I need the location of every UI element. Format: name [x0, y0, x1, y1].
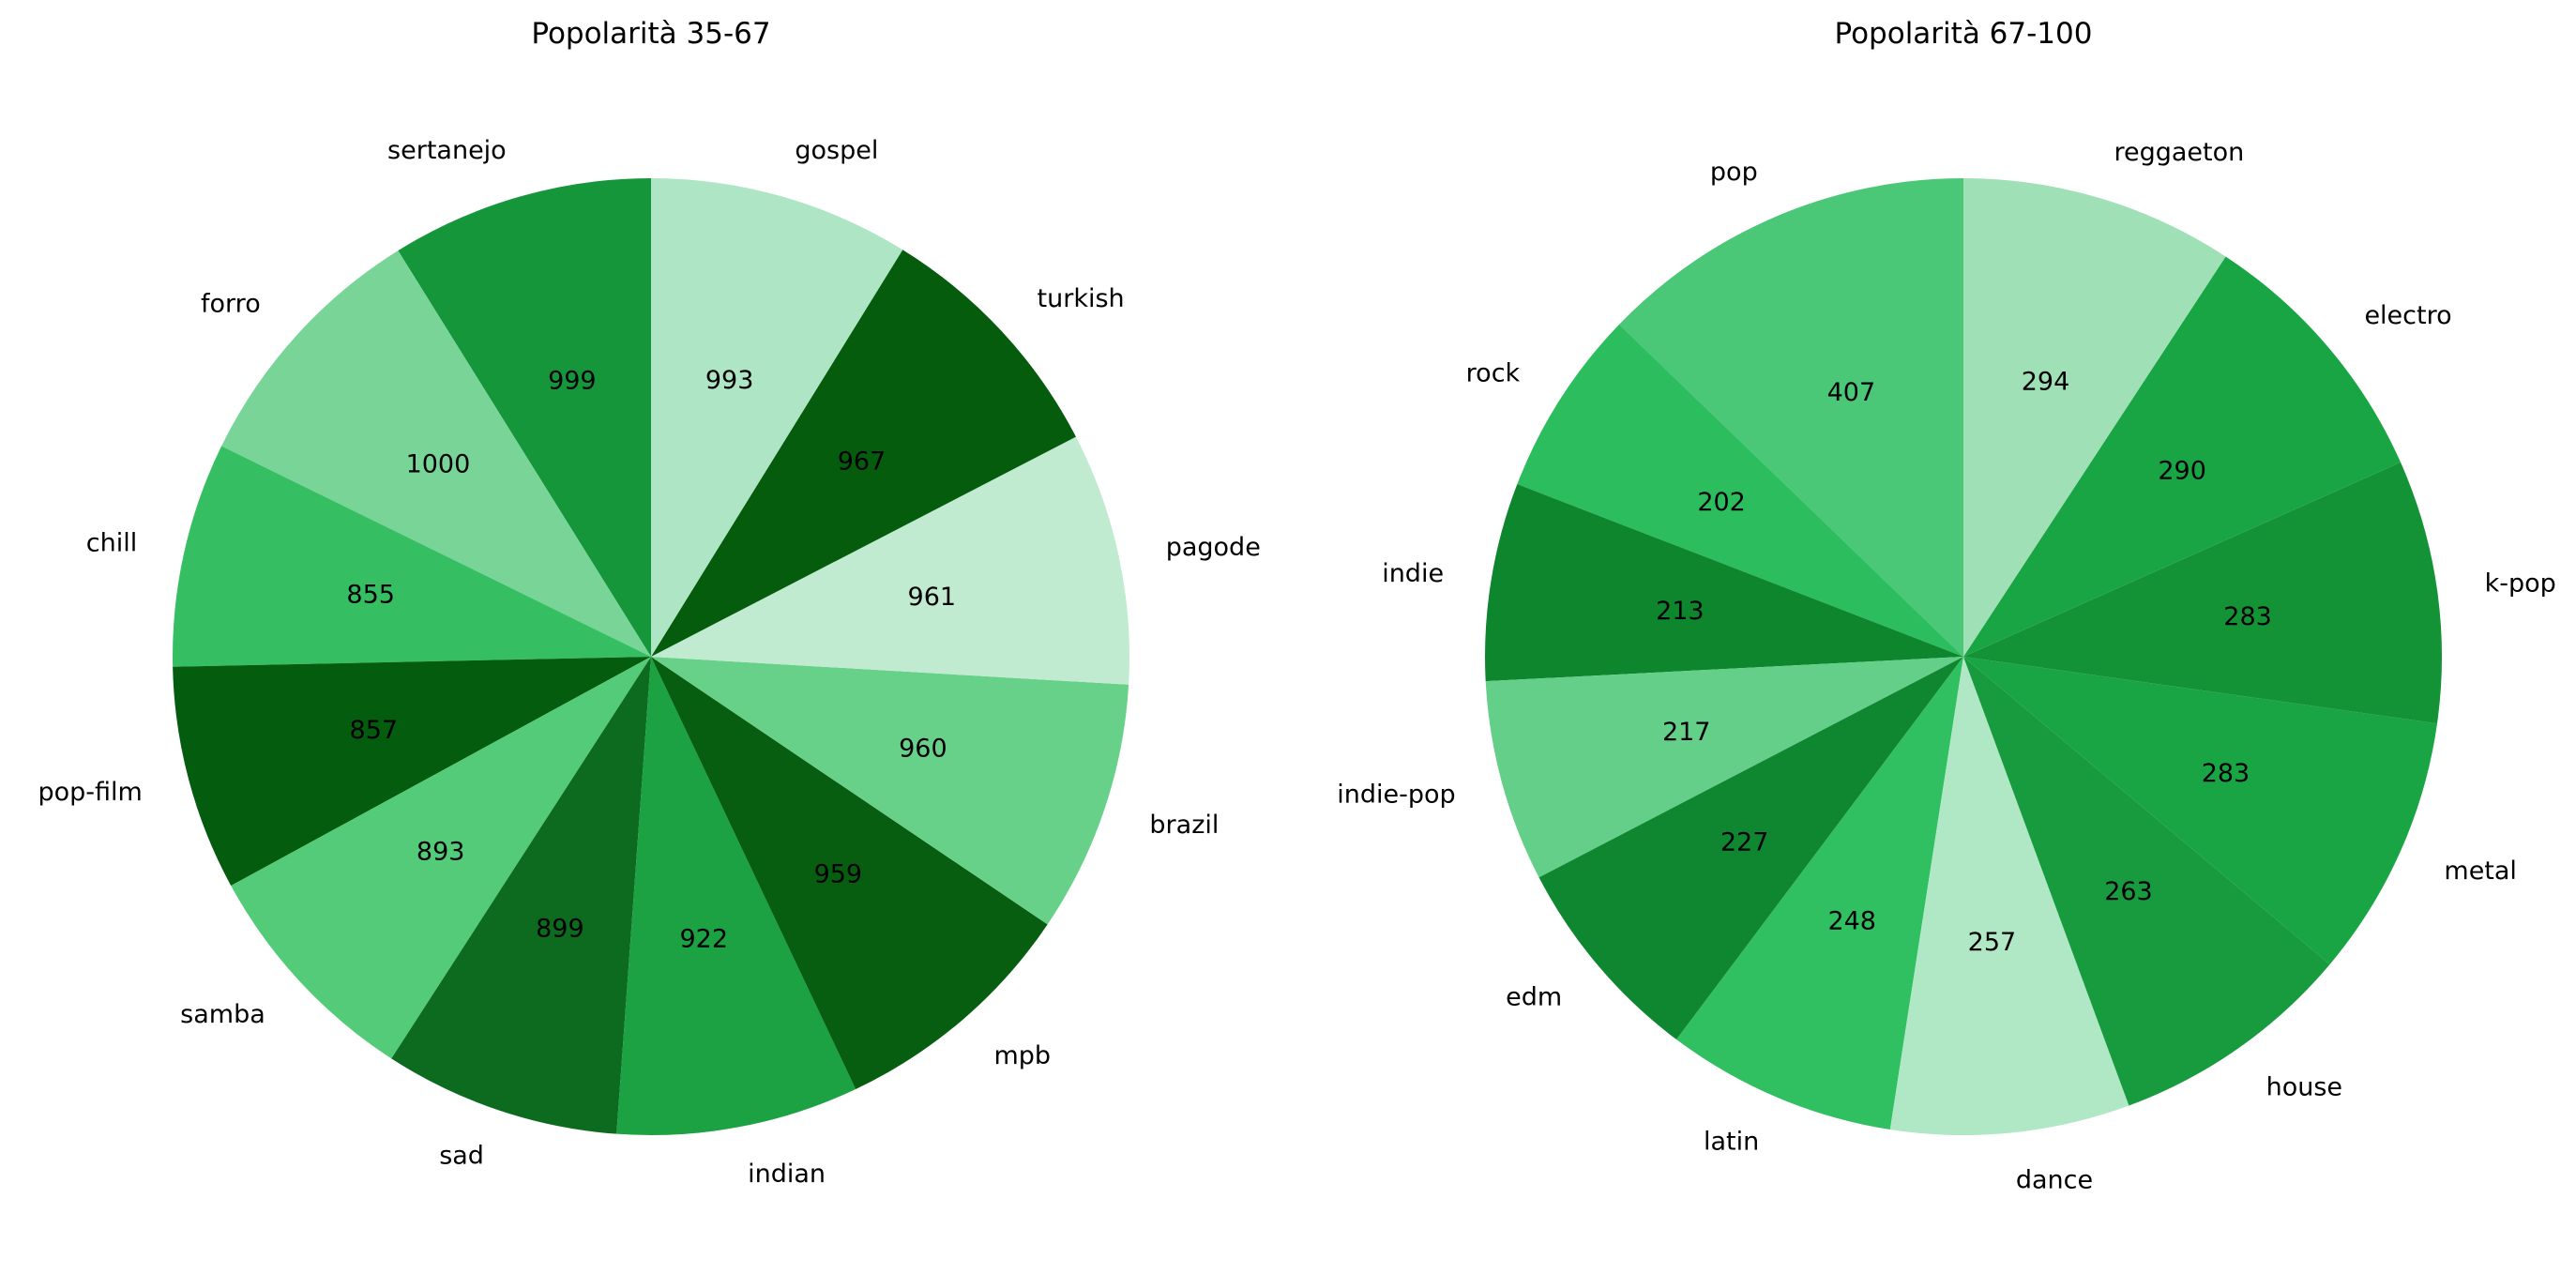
pie-slice-metal — [1963, 657, 2438, 964]
pie-right-title: Popolarità 67-100 — [1835, 17, 2093, 51]
pie-value-label: 227 — [1720, 827, 1769, 857]
pie-value-label: 248 — [1827, 907, 1876, 936]
pie-left-title: Popolarità 35-67 — [531, 17, 770, 51]
pie-category-label: dance — [2016, 1166, 2093, 1195]
pie-category-label: sad — [439, 1141, 484, 1170]
pie-slice-rock — [1517, 324, 1963, 657]
pie-slice-chill — [173, 446, 652, 667]
pie-category-label: pagode — [1166, 533, 1261, 562]
pie-value-label: 922 — [679, 924, 728, 953]
pie-category-label: mpb — [993, 1041, 1051, 1070]
pie-category-label: samba — [180, 1000, 265, 1029]
pie-category-label: rock — [1466, 359, 1521, 388]
pie-category-label: turkish — [1038, 284, 1125, 313]
pie-value-label: 993 — [705, 366, 754, 395]
pie-value-label: 899 — [536, 915, 584, 944]
pie-value-label: 407 — [1827, 378, 1876, 407]
pie-value-label: 961 — [908, 583, 957, 612]
pie-value-label: 960 — [899, 735, 947, 764]
pie-slice-dance — [1889, 657, 2129, 1136]
pie-value-label: 857 — [350, 716, 399, 745]
pie-category-label: latin — [1704, 1128, 1759, 1157]
pie-slice-k-pop — [1963, 462, 2443, 724]
pie-category-label: k-pop — [2485, 569, 2556, 599]
pie-value-label: 290 — [2158, 456, 2206, 485]
pie-value-label: 959 — [814, 860, 863, 889]
pie-slice-indian — [616, 657, 856, 1135]
pie-category-label: pop — [1710, 158, 1758, 187]
pie-value-label: 967 — [838, 447, 886, 477]
pie-slice-edm — [1538, 657, 1963, 1040]
pie-category-label: indie-pop — [1337, 781, 1455, 810]
pie-category-label: electro — [2364, 301, 2451, 330]
pie-slice-indie — [1485, 484, 1963, 682]
pie-value-label: 893 — [417, 838, 465, 867]
pie-slice-mpb — [651, 657, 1048, 1089]
pie-value-label: 263 — [2104, 877, 2153, 906]
pie-category-label: reggaeton — [2114, 138, 2244, 167]
pie-slice-pop-film — [173, 657, 652, 887]
pie-value-label: 257 — [1968, 928, 2017, 957]
pie-slice-turkish — [651, 250, 1076, 657]
pie-value-label: 1000 — [406, 449, 471, 478]
pie-slice-pagode — [651, 436, 1129, 685]
pie-value-label: 202 — [1697, 488, 1746, 517]
pie-slice-pop — [1619, 178, 1963, 657]
pie-category-label: chill — [86, 529, 137, 558]
pie-slice-forro — [221, 250, 651, 657]
pie-value-label: 283 — [2202, 759, 2250, 788]
pie-category-label: indie — [1382, 559, 1444, 588]
pie-slice-latin — [1676, 657, 1963, 1130]
pie-category-label: pop-film — [38, 778, 143, 807]
pie-slice-brazil — [651, 657, 1129, 925]
pie-slice-samba — [231, 657, 652, 1059]
pie-value-label: 999 — [548, 366, 597, 395]
pie-category-label: edm — [1506, 982, 1562, 1011]
pie-category-label: forro — [201, 289, 261, 318]
pie-chart-right: Popolarità 67-100 407 pop 202 rock 213 indie 2… — [1337, 17, 2556, 1195]
pie-slice-gospel — [651, 178, 903, 657]
pie-category-label: sertanejo — [387, 136, 507, 165]
pie-value-label: 855 — [346, 581, 395, 610]
pie-category-label: brazil — [1149, 811, 1219, 840]
pie-slice-indie-pop — [1485, 657, 1963, 878]
pie-value-label: 217 — [1662, 718, 1711, 747]
pie-category-label: gospel — [795, 136, 878, 165]
pie-slice-sad — [391, 657, 651, 1134]
pie-slice-electro — [1963, 256, 2402, 657]
pie-value-label: 294 — [2022, 367, 2070, 396]
pie-chart-left: Popolarità 35-67 999 sertanejo 1000 forro 85… — [38, 17, 1261, 1189]
pie-category-label: house — [2266, 1072, 2342, 1101]
pie-slice-sertanejo — [398, 178, 651, 657]
pie-value-label: 283 — [2223, 602, 2272, 631]
pie-value-label: 213 — [1656, 597, 1705, 626]
pie-category-label: metal — [2444, 857, 2517, 886]
pie-category-label: indian — [748, 1160, 826, 1189]
pie-slice-house — [1963, 657, 2330, 1106]
pie-slice-reggaeton — [1963, 178, 2226, 657]
